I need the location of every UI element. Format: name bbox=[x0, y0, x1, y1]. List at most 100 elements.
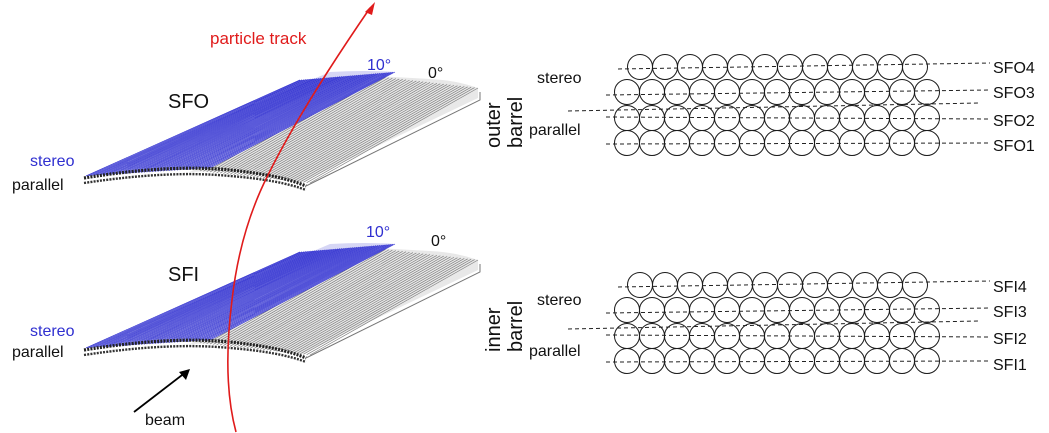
stereo-fiber bbox=[185, 73, 377, 170]
parallel-fiber bbox=[219, 77, 386, 174]
fiber-circle bbox=[627, 54, 653, 80]
fiber-circle bbox=[827, 54, 853, 80]
outer-stereo-label: stereo bbox=[537, 70, 582, 87]
stereo-fiber bbox=[102, 78, 313, 176]
beam-label: beam bbox=[145, 412, 185, 429]
stereo-fiber bbox=[198, 244, 387, 342]
layer-axis-line bbox=[605, 307, 991, 314]
parallel-fiber bbox=[289, 257, 458, 354]
fiber-circle bbox=[714, 130, 740, 156]
stereo-fiber bbox=[94, 251, 307, 348]
fiber-circle bbox=[614, 323, 640, 349]
parallel-fiber bbox=[226, 249, 393, 347]
parallel-fiber bbox=[303, 258, 472, 355]
parallel-fiber bbox=[259, 81, 427, 178]
stereo-fiber bbox=[182, 73, 375, 171]
fiber-circle bbox=[689, 130, 715, 156]
stereo-fiber bbox=[163, 74, 360, 172]
parallel-fiber bbox=[236, 251, 403, 348]
stereo-fiber bbox=[163, 246, 360, 344]
stereo-fiber bbox=[116, 249, 324, 347]
stereo-fiber bbox=[146, 75, 347, 173]
stereo-fiber bbox=[91, 79, 305, 176]
stereo-fiber bbox=[182, 245, 375, 343]
fiber-ends-front bbox=[83, 338, 307, 360]
parallel-fiber bbox=[266, 82, 434, 179]
parallel-fiber bbox=[229, 250, 396, 347]
parallel-fiber bbox=[239, 251, 407, 348]
fiber-circle bbox=[777, 54, 803, 80]
fiber-ends-front bbox=[83, 166, 307, 188]
stereo-fiber bbox=[176, 245, 370, 343]
parallel-fiber bbox=[289, 85, 458, 182]
sfi-stereo-label: stereo bbox=[30, 323, 75, 340]
sfo-parallel-angle: 0° bbox=[428, 65, 443, 82]
fiber-circle bbox=[627, 272, 653, 298]
stereo-fiber bbox=[105, 78, 315, 176]
fiber-circle bbox=[777, 272, 803, 298]
stereo-fiber bbox=[85, 79, 301, 177]
parallel-fiber bbox=[223, 77, 390, 174]
fiber-circle bbox=[902, 54, 928, 80]
layer-label-sfi3: SFI3 bbox=[993, 304, 1027, 321]
parallel-fiber bbox=[283, 256, 451, 353]
fiber-circle bbox=[889, 297, 915, 323]
fiber-circle bbox=[664, 79, 690, 105]
sfo-parallel-label: parallel bbox=[12, 177, 64, 194]
parallel-fiber bbox=[283, 84, 451, 181]
sfo-stereo-angle: 10° bbox=[367, 57, 391, 74]
track-curve bbox=[227, 7, 371, 433]
sfi-parallel-angle: 0° bbox=[431, 233, 446, 250]
inner-parallel-label: parallel bbox=[529, 343, 581, 360]
parallel-fiber bbox=[226, 77, 393, 175]
stereo-fiber bbox=[160, 74, 358, 172]
parallel-fiber bbox=[306, 259, 475, 355]
fiber-circle bbox=[802, 54, 828, 80]
stereo-fiber bbox=[113, 249, 322, 347]
fiber-circle bbox=[614, 297, 640, 323]
fiber-circle bbox=[877, 272, 903, 298]
stereo-parallel-separator bbox=[567, 320, 981, 330]
fiber-circle bbox=[914, 297, 940, 323]
stereo-fiber bbox=[110, 78, 320, 175]
stereo-fiber bbox=[127, 249, 332, 346]
parallel-fiber bbox=[273, 255, 441, 352]
parallel-fiber bbox=[303, 86, 472, 183]
fiber-circle bbox=[739, 130, 765, 156]
fiber-cross-sections bbox=[567, 54, 991, 374]
stereo-fiber bbox=[209, 243, 396, 341]
fiber-circle bbox=[852, 272, 878, 298]
svg-text:outer: outer bbox=[483, 102, 505, 148]
sfo-module-name: SFO bbox=[168, 91, 209, 113]
parallel-fiber bbox=[249, 80, 417, 177]
parallel-fiber bbox=[306, 87, 475, 183]
stereo-fiber bbox=[85, 251, 301, 349]
stereo-fiber bbox=[168, 246, 364, 343]
fiber-circle bbox=[714, 79, 740, 105]
stereo-fiber bbox=[124, 249, 330, 346]
fiber-circle bbox=[639, 297, 665, 323]
stereo-fiber bbox=[151, 247, 351, 345]
stereo-fiber bbox=[196, 244, 385, 342]
layer-axis-line bbox=[605, 89, 991, 96]
module-right-edge bbox=[305, 92, 481, 187]
stereo-fiber bbox=[207, 71, 394, 169]
fiber-circle bbox=[889, 79, 915, 105]
fiber-ends-back bbox=[83, 344, 307, 364]
svg-text:inner: inner bbox=[483, 307, 505, 352]
fiber-circle bbox=[739, 297, 765, 323]
stereo-fiber bbox=[91, 251, 305, 348]
fiber-circle bbox=[652, 272, 678, 298]
stereo-fiber bbox=[176, 73, 370, 171]
parallel-fiber bbox=[299, 258, 468, 355]
layer-label-sfi1: SFI1 bbox=[993, 357, 1027, 374]
parallel-fiber bbox=[293, 257, 462, 354]
stereo-fiber bbox=[140, 76, 343, 173]
stereo-fiber bbox=[151, 75, 351, 173]
layer-label-sfo3: SFO3 bbox=[993, 85, 1035, 102]
inner-stereo-label: stereo bbox=[537, 292, 582, 309]
fiber-circle bbox=[714, 348, 740, 374]
stereo-fiber bbox=[132, 248, 337, 346]
parallel-fiber bbox=[233, 250, 400, 347]
parallel-fiber bbox=[286, 84, 455, 181]
